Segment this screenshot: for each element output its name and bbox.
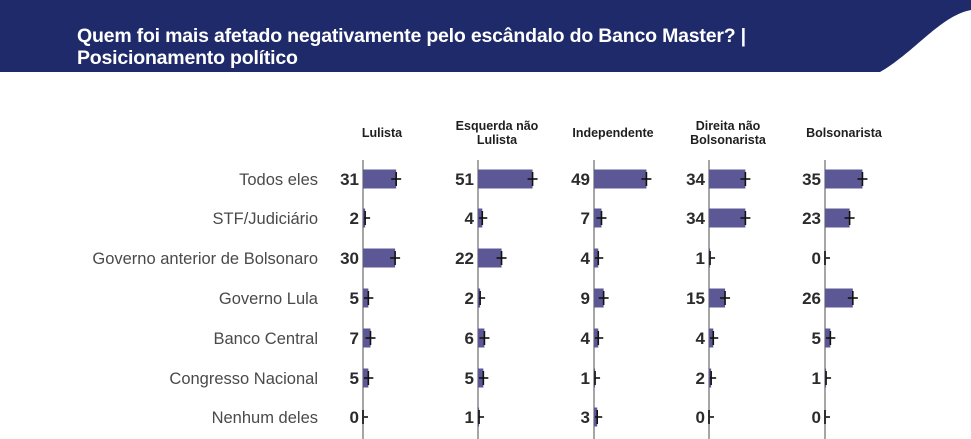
data-label: 5 <box>350 369 359 388</box>
column-header: Independente <box>572 126 653 140</box>
row-label: Governo anterior de Bolsonaro <box>92 250 318 268</box>
bar <box>363 169 397 189</box>
data-label: 22 <box>455 249 474 268</box>
data-label: 5 <box>465 369 474 388</box>
data-label: 5 <box>350 289 359 308</box>
bar <box>478 248 502 268</box>
row-label: Banco Central <box>213 330 318 348</box>
data-label: 1 <box>812 369 821 388</box>
data-label: 7 <box>581 209 590 228</box>
data-label: 4 <box>696 329 706 348</box>
bar <box>825 288 853 308</box>
data-label: 35 <box>802 170 821 189</box>
bar <box>709 169 746 189</box>
data-label: 15 <box>686 289 705 308</box>
data-label: 1 <box>696 249 705 268</box>
data-label: 49 <box>571 170 590 189</box>
column-header: Lulista <box>477 133 518 147</box>
data-label: 2 <box>696 369 705 388</box>
data-label: 26 <box>802 289 821 308</box>
data-label: 51 <box>455 170 474 189</box>
data-label: 4 <box>465 209 475 228</box>
column-header: Bolsonarista <box>806 126 883 140</box>
data-label: 7 <box>350 329 359 348</box>
data-label: 3 <box>581 408 590 427</box>
bar <box>825 208 850 228</box>
data-label: 0 <box>812 408 821 427</box>
data-label: 30 <box>340 249 359 268</box>
data-label: 6 <box>465 329 474 348</box>
column-header: Bolsonarista <box>690 133 767 147</box>
bar <box>594 169 647 189</box>
chart-title-line-1: Quem foi mais afetado negativamente pelo… <box>77 25 746 47</box>
bar <box>478 169 533 189</box>
data-label: 9 <box>581 289 590 308</box>
chart-title-line-2: Posicionamento político <box>77 47 298 69</box>
data-label: 4 <box>581 329 591 348</box>
column-header: Lulista <box>362 126 403 140</box>
data-label: 1 <box>581 369 590 388</box>
header-background <box>0 0 971 72</box>
row-label: STF/Judiciário <box>213 210 318 228</box>
data-label: 23 <box>802 209 821 228</box>
row-label: Todos eles <box>239 171 318 189</box>
bar <box>363 248 396 268</box>
bar <box>825 169 863 189</box>
header-banner: Quem foi mais afetado negativamente pelo… <box>0 0 971 72</box>
data-label: 2 <box>465 289 474 308</box>
data-label: 34 <box>686 170 705 189</box>
row-label: Nenhum deles <box>212 409 318 427</box>
bar <box>709 288 726 308</box>
data-label: 2 <box>350 209 359 228</box>
data-label: 0 <box>812 249 821 268</box>
data-label: 0 <box>696 408 705 427</box>
data-label: 0 <box>350 408 359 427</box>
data-label: 31 <box>340 170 359 189</box>
row-label: Congresso Nacional <box>169 370 318 388</box>
column-header: Direita não <box>696 119 761 133</box>
data-label: 5 <box>812 329 821 348</box>
row-label: Governo Lula <box>219 290 319 308</box>
data-label: 4 <box>581 249 591 268</box>
bar <box>709 208 746 228</box>
column-header: Esquerda não <box>456 119 539 133</box>
data-label: 1 <box>465 408 474 427</box>
data-label: 34 <box>686 209 705 228</box>
